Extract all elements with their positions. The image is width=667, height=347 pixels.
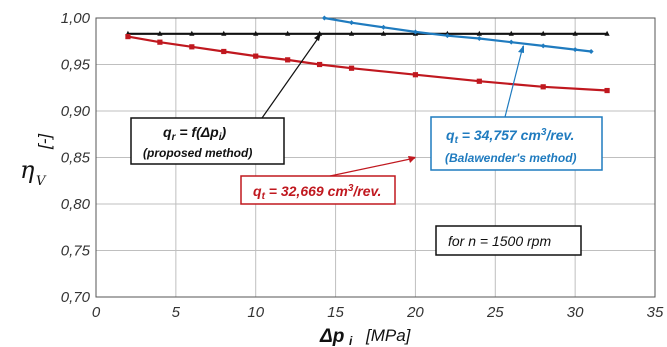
annotation-proposed-arrow [261,33,322,119]
ann-sup: 3 [541,127,547,138]
data-point-black [348,30,355,36]
x-tick-label: 0 [92,304,101,321]
y-axis-label: η V [-] [20,133,54,189]
annotation-blue-line1: qt = 34,757 cm3/rev. [446,127,574,146]
y-tick-label: 0,80 [61,196,91,213]
annotation-blue-box [430,116,603,171]
y-axis-label-main: η [20,156,35,184]
data-point-black [285,30,291,36]
ann-q: q [446,127,455,143]
ann-sub: r [172,132,177,143]
data-point-black [157,30,163,36]
ann-post: ) [219,124,226,140]
data-point-blue [444,33,450,39]
annotation-red-box [240,175,396,205]
data-point-red [221,48,227,55]
annotation-red: qt = 32,669 cm3/rev. [240,156,416,205]
data-point-blue [476,35,482,41]
data-point-red [253,53,259,59]
ann-mid: = f(Δp [175,124,219,140]
annotation-red-arrowhead [408,156,416,163]
annotation-proposed-line2: (proposed method) [143,146,252,160]
y-tick-label: 0,85 [61,150,91,167]
data-point-red [476,78,482,84]
x-tick-label: 25 [486,304,504,321]
ann-sub: t [455,135,459,146]
plot-frame [95,17,656,298]
ann-mid: = 32,669 cm [265,183,348,199]
annotation-blue-arrow [504,45,524,118]
data-point-black [572,30,578,36]
y-tick-label: 0,70 [61,289,91,306]
annotation-proposed-arrowhead [314,33,321,41]
annotation-red-line1: qt = 32,669 cm3/rev. [253,183,381,202]
y-tick-label: 0,75 [61,243,91,260]
x-tick-label: 10 [247,304,264,321]
x-tick-label: 15 [327,304,344,321]
data-point-red [125,34,131,40]
data-point-red [189,44,195,50]
ann-post: /rev. [545,127,574,143]
y-tick-label: 0,95 [61,57,91,74]
data-point-blue [412,29,418,35]
series-line-red [127,35,608,92]
data-point-black [508,30,514,36]
data-point-blue [508,39,514,45]
x-axis-label-main: Δp [319,326,344,347]
annotation-blue-line2: (Balawender's method) [445,151,577,165]
y-tick-label: 1,00 [61,10,91,27]
x-axis-label-sub: i [349,334,353,347]
ann-q: q [253,183,262,199]
annotations: qr = f(Δpi) (proposed method) qt = 32,66… [130,33,603,256]
data-point-blue [321,15,327,21]
annotation-blue-arrowhead [518,45,524,53]
x-axis-label: Δp i [MPa] [319,326,412,347]
x-tick-label: 20 [406,304,424,321]
ann-post: /rev. [352,183,381,199]
y-tick-label: 0,90 [61,103,91,120]
data-point-black [476,30,482,36]
annotation-proposed-box [130,117,285,165]
data-point-black [253,30,259,36]
data-series [125,15,610,94]
data-point-black [380,30,387,36]
data-point-red [157,39,163,45]
data-point-black [189,30,195,36]
annotation-condition-box [435,225,582,256]
data-point-red [604,87,610,94]
annotation-proposed-method: qr = f(Δpi) (proposed method) [130,33,322,165]
data-point-blue [540,43,546,49]
data-point-black [221,30,227,36]
data-point-blue [380,24,386,30]
data-point-red [285,57,291,63]
data-point-blue [588,48,594,54]
data-point-red [412,72,419,78]
y-axis-label-sub: V [36,174,47,189]
annotation-red-arrow [329,157,416,177]
data-point-black [540,30,546,36]
data-point-black [604,30,610,36]
axis-ticks: 0 5 10 15 20 25 30 35 0,70 0,75 0,80 0,85 0,90 0,95 1,… [61,10,664,321]
ann-mid: = 34,757 cm [458,127,541,143]
annotation-proposed-line1: qr = f(Δpi) [163,124,226,143]
annotation-blue: qt = 34,757 cm3/rev. (Balawender's metho… [430,45,603,171]
ann-sup: 3 [348,183,354,194]
y-axis-label-unit: [-] [35,133,54,150]
ann-q: q [163,124,172,140]
data-point-red [317,61,323,68]
data-point-red [540,84,546,90]
data-point-red [348,65,355,71]
ann-sub2: i [219,132,222,143]
x-tick-label: 35 [647,304,664,321]
ann-sub: t [262,191,266,202]
data-point-blue [349,20,355,26]
annotation-condition: for n = 1500 rpm [435,225,582,256]
x-tick-label: 5 [172,304,181,321]
series-line-blue [324,16,592,53]
x-axis-label-unit: [MPa] [365,326,412,345]
annotation-condition-text: for n = 1500 rpm [448,233,551,249]
x-tick-label: 30 [567,304,584,321]
data-point-blue [572,47,578,53]
